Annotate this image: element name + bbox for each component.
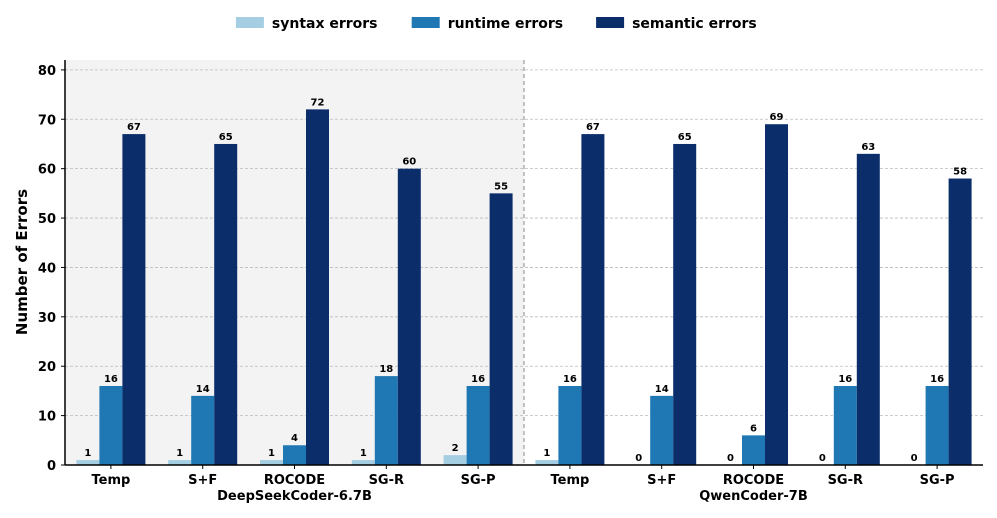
- x-tick-label: Temp: [91, 473, 130, 488]
- y-tick-label: 70: [38, 113, 56, 128]
- bar-qwencoder-7b-sg-p-semantic-errors: [948, 178, 972, 465]
- bar-qwencoder-7b-temp-syntax-errors: [535, 460, 559, 465]
- data-label: 0: [727, 453, 734, 464]
- x-tick-label: SG-P: [920, 473, 955, 488]
- data-label: 16: [838, 374, 852, 385]
- group-label: DeepSeekCoder-6.7B: [217, 489, 372, 504]
- data-label: 16: [104, 374, 118, 385]
- bar-deepseekcoder-6-7b-temp-runtime-errors: [99, 385, 123, 465]
- bar-deepseekcoder-6-7b-s-f-syntax-errors: [168, 460, 192, 465]
- x-tick-label: S+F: [647, 473, 676, 488]
- data-label: 60: [402, 157, 416, 168]
- y-tick-label: 40: [38, 261, 56, 276]
- data-label: 14: [655, 384, 669, 395]
- legend-label: runtime errors: [448, 16, 563, 32]
- bar-deepseekcoder-6-7b-sg-r-semantic-errors: [397, 168, 421, 465]
- legend: syntax errors runtime errors semantic erro…: [235, 16, 757, 32]
- bar-deepseekcoder-6-7b-rocode-semantic-errors: [306, 109, 329, 465]
- y-axis-title: Number of Errors: [13, 189, 31, 335]
- data-label: 1: [176, 448, 183, 459]
- y-tick-label: 50: [38, 212, 56, 227]
- bar-deepseekcoder-6-7b-s-f-runtime-errors: [191, 395, 215, 465]
- legend-item-semantic-errors: semantic errors: [596, 16, 757, 32]
- data-label: 1: [360, 448, 367, 459]
- plot-area: 11667Temp11465S+F1472ROCODE11860SG-R2165…: [38, 60, 983, 504]
- data-label: 18: [379, 364, 393, 375]
- bar-qwencoder-7b-temp-semantic-errors: [581, 134, 605, 465]
- x-tick-label: S+F: [188, 473, 217, 488]
- bar-qwencoder-7b-sg-r-semantic-errors: [856, 153, 880, 465]
- data-label: 4: [291, 433, 298, 444]
- bar-deepseekcoder-6-7b-sg-r-syntax-errors: [351, 460, 375, 465]
- data-label: 16: [471, 374, 485, 385]
- data-label: 0: [819, 453, 826, 464]
- bar-qwencoder-7b-sg-r-runtime-errors: [833, 385, 857, 465]
- data-label: 65: [219, 132, 233, 143]
- x-tick-label: ROCODE: [723, 473, 784, 488]
- x-tick-label: SG-P: [461, 473, 496, 488]
- bar-deepseekcoder-6-7b-temp-syntax-errors: [76, 460, 100, 465]
- data-label: 16: [563, 374, 577, 385]
- bar-qwencoder-7b-s-f-runtime-errors: [650, 395, 674, 465]
- x-tick-label: ROCODE: [264, 473, 325, 488]
- data-label: 2: [452, 443, 459, 454]
- x-tick-label: SG-R: [828, 473, 863, 488]
- bar-deepseekcoder-6-7b-s-f-semantic-errors: [214, 143, 238, 465]
- legend-item-runtime-errors: runtime errors: [411, 16, 563, 32]
- y-tick-label: 60: [38, 163, 56, 178]
- data-label: 55: [494, 181, 508, 192]
- bar-deepseekcoder-6-7b-sg-p-runtime-errors: [466, 385, 490, 465]
- legend-swatch: [411, 17, 440, 28]
- bar-qwencoder-7b-sg-p-runtime-errors: [925, 385, 949, 465]
- data-label: 72: [311, 97, 325, 108]
- bar-deepseekcoder-6-7b-sg-p-syntax-errors: [443, 455, 467, 465]
- x-tick-label: Temp: [550, 473, 589, 488]
- bar-deepseekcoder-6-7b-sg-r-runtime-errors: [374, 376, 398, 465]
- legend-swatch: [596, 17, 625, 28]
- y-tick-label: 20: [38, 360, 56, 375]
- legend-label: semantic errors: [632, 16, 757, 32]
- x-tick-label: SG-R: [369, 473, 404, 488]
- bar-deepseekcoder-6-7b-temp-semantic-errors: [122, 134, 146, 465]
- bar-qwencoder-7b-s-f-semantic-errors: [673, 143, 697, 465]
- data-label: 63: [861, 142, 875, 153]
- data-label: 1: [84, 448, 91, 459]
- bar-qwencoder-7b-rocode-runtime-errors: [742, 435, 765, 465]
- data-label: 58: [953, 167, 967, 178]
- data-label: 67: [127, 122, 141, 133]
- legend-swatch: [235, 17, 264, 28]
- y-tick-label: 30: [38, 311, 56, 326]
- bar-deepseekcoder-6-7b-sg-p-semantic-errors: [489, 193, 513, 466]
- legend-label: syntax errors: [272, 16, 378, 32]
- data-label: 67: [586, 122, 600, 133]
- data-label: 65: [678, 132, 692, 143]
- data-label: 0: [635, 453, 642, 464]
- data-label: 1: [268, 448, 275, 459]
- bar-deepseekcoder-6-7b-rocode-runtime-errors: [283, 445, 306, 465]
- bar-qwencoder-7b-rocode-semantic-errors: [765, 124, 788, 466]
- data-label: 1: [543, 448, 550, 459]
- y-tick-label: 0: [47, 459, 56, 474]
- group-label: QwenCoder-7B: [699, 489, 808, 504]
- y-tick-label: 10: [38, 410, 56, 425]
- y-tick-label: 80: [38, 64, 56, 79]
- data-label: 69: [770, 112, 784, 123]
- legend-item-syntax-errors: syntax errors: [235, 16, 378, 32]
- data-label: 14: [196, 384, 210, 395]
- data-label: 6: [750, 423, 757, 434]
- data-label: 0: [911, 453, 918, 464]
- bar-qwencoder-7b-temp-runtime-errors: [558, 385, 582, 465]
- bar-deepseekcoder-6-7b-rocode-syntax-errors: [260, 460, 283, 465]
- data-label: 16: [930, 374, 944, 385]
